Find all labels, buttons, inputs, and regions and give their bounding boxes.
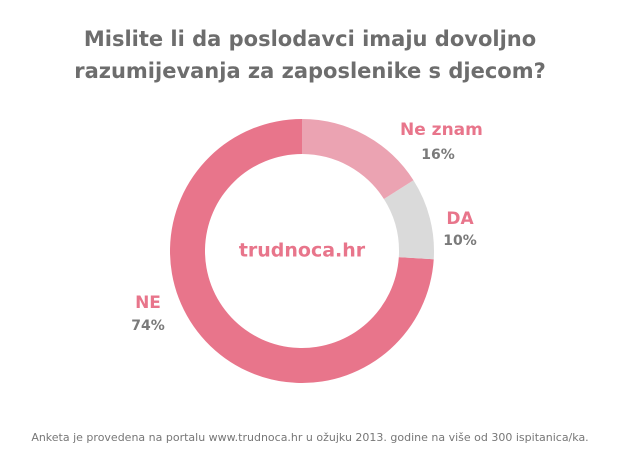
segment-label: Ne znam (400, 120, 483, 140)
value-label: 74% (131, 318, 165, 334)
center-label: trudnoca.hr (239, 240, 366, 262)
footnote: Anketa je provedena na portalu www.trudn… (31, 431, 588, 444)
donut-segment (302, 119, 414, 200)
chart-title: Mislite li da poslodavci imaju dovoljno (84, 27, 536, 51)
value-label: 10% (443, 233, 477, 249)
segment-label: DA (446, 209, 474, 229)
segment-label: NE (135, 293, 161, 313)
value-label: 16% (421, 147, 455, 163)
chart-title: razumijevanja za zaposlenike s djecom? (74, 59, 546, 83)
donut-segment (383, 180, 434, 260)
